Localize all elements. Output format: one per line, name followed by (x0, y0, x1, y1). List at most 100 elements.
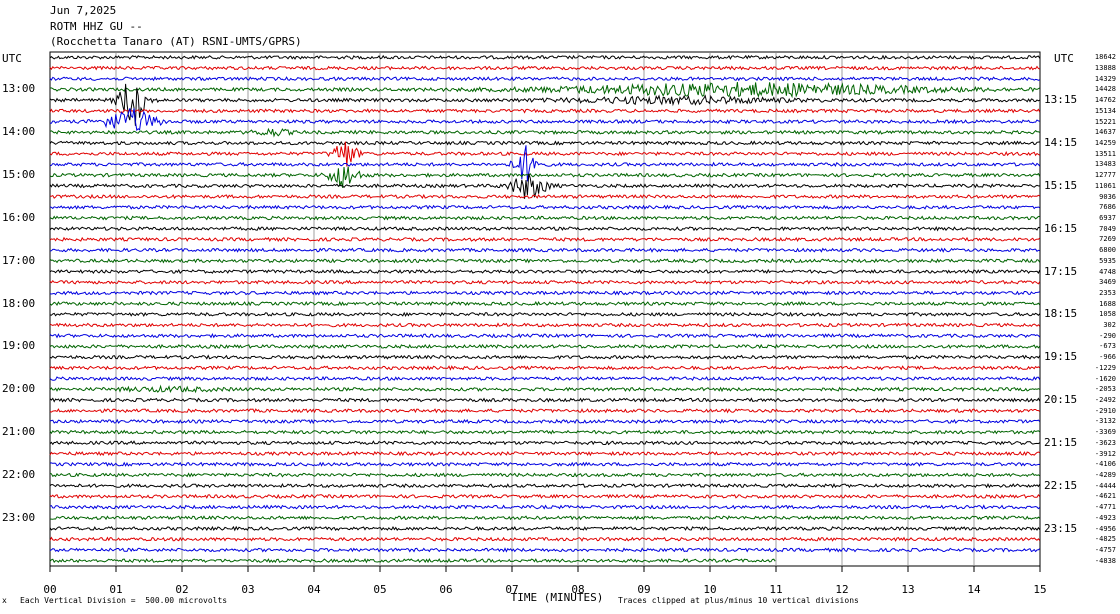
x-tick-label: 02 (175, 583, 189, 596)
trace-value-label: -4923 (1094, 513, 1116, 522)
trace-line (49, 440, 1041, 446)
trace-value-label: 5935 (1099, 256, 1116, 265)
x-tick-label: 10 (703, 583, 717, 596)
trace-value-label: 2353 (1099, 288, 1116, 297)
trace-line (49, 193, 1041, 200)
trace-value-label: 3469 (1099, 278, 1116, 287)
right-time-label: 19:15 (1044, 350, 1078, 364)
trace-value-label: -290 (1099, 331, 1116, 340)
x-tick-label: 09 (637, 583, 651, 596)
left-time-label: 15:00 (2, 168, 36, 182)
trace-line (49, 145, 1041, 182)
trace-value-label: 15134 (1094, 106, 1116, 115)
trace-value-label: 7269 (1099, 235, 1116, 244)
trace-value-label: -2910 (1094, 406, 1116, 415)
trace-value-label: -966 (1099, 353, 1116, 362)
trace-value-label: -4289 (1094, 470, 1116, 479)
x-tick-label: 11 (769, 583, 783, 596)
trace-line (49, 375, 1041, 382)
trace-value-label: 14637 (1094, 128, 1116, 137)
left-time-label: 13:00 (2, 82, 36, 96)
x-tick-label: 14 (967, 583, 981, 596)
trace-value-label: 14259 (1094, 139, 1116, 148)
trace-line (49, 108, 1041, 114)
trace-value-label: -3132 (1094, 417, 1116, 426)
trace-value-label: 7049 (1099, 224, 1116, 233)
trace-value-label: -4771 (1094, 503, 1116, 512)
right-time-label: 18:15 (1044, 307, 1078, 321)
trace-value-label: -3912 (1094, 449, 1116, 458)
trace-line (49, 332, 1041, 339)
x-tick-label: 06 (439, 583, 453, 596)
trace-line (49, 384, 1041, 394)
left-time-label: 18:00 (2, 296, 36, 310)
left-time-label: 17:00 (2, 253, 36, 267)
trace-line (49, 311, 1041, 318)
trace-line (49, 173, 1040, 199)
trace-line (49, 504, 1041, 510)
trace-line (49, 408, 1041, 414)
trace-line (49, 429, 1041, 435)
x-tick-label: 03 (241, 583, 255, 596)
trace-line (49, 365, 1041, 371)
trace-value-label: -4106 (1094, 460, 1116, 469)
trace-line (49, 493, 1041, 499)
right-time-label: 17:15 (1044, 264, 1078, 278)
trace-value-label: 1058 (1099, 310, 1116, 319)
trace-value-label: -673 (1099, 342, 1116, 351)
trace-line (49, 450, 1041, 457)
date-label: Jun 7,2025 (50, 4, 117, 17)
trace-value-label: 7686 (1099, 203, 1116, 212)
x-tick-label: 00 (43, 583, 57, 596)
trace-line (49, 140, 1040, 146)
trace-value-label: -4825 (1094, 535, 1116, 544)
trace-value-label: -3623 (1094, 438, 1116, 447)
trace-line (49, 76, 1040, 82)
trace-line (49, 482, 1041, 489)
left-time-label: 14:00 (2, 125, 36, 139)
trace-line (49, 54, 1041, 60)
trace-line (49, 141, 1041, 167)
left-time-label: 20:00 (2, 382, 36, 396)
trace-line (49, 536, 1041, 542)
x-tick-label: 05 (373, 583, 387, 596)
trace-line (49, 127, 1040, 138)
trace-value-label: 1688 (1099, 299, 1116, 308)
trace-value-label: 14329 (1094, 74, 1116, 83)
right-time-label: 22:15 (1044, 478, 1078, 492)
trace-line (49, 226, 1040, 232)
trace-value-label: -1620 (1094, 374, 1116, 383)
trace-line (49, 83, 1041, 126)
trace-value-label: 14428 (1094, 85, 1116, 94)
trace-line (49, 204, 1041, 211)
trace-line (49, 166, 1041, 188)
trace-value-label: 4748 (1099, 267, 1116, 276)
x-tick-label: 08 (571, 583, 585, 596)
trace-value-label: 6937 (1099, 213, 1116, 222)
left-utc-label: UTC (2, 52, 22, 65)
trace-line (49, 418, 1041, 425)
x-tick-label: 01 (109, 583, 123, 596)
trace-line (49, 279, 1041, 285)
trace-value-label: 302 (1103, 321, 1116, 330)
scale-note: Each Vertical Division = 500.00 microvol… (20, 596, 228, 605)
right-time-label: 15:15 (1044, 178, 1078, 192)
location-label: (Rocchetta Tanaro (AT) RSNI-UMTS/GPRS) (50, 35, 302, 48)
trace-value-label: -4757 (1094, 545, 1116, 554)
left-time-label: 23:00 (2, 510, 36, 524)
x-tick-label: 07 (505, 583, 519, 596)
trace-value-label: 13888 (1094, 64, 1116, 73)
right-utc-label: UTC (1054, 52, 1074, 65)
trace-value-label: 15221 (1094, 117, 1116, 126)
trace-line (49, 290, 1040, 296)
left-time-label: 19:00 (2, 339, 36, 353)
right-time-label: 23:15 (1044, 521, 1078, 535)
trace-line (49, 515, 1041, 521)
trace-line (49, 236, 1041, 243)
left-time-label: 16:00 (2, 210, 36, 224)
right-time-label: 20:15 (1044, 393, 1078, 407)
left-time-label: 21:00 (2, 425, 36, 439)
trace-line (49, 397, 1041, 403)
x-tick-label: 04 (307, 583, 321, 596)
